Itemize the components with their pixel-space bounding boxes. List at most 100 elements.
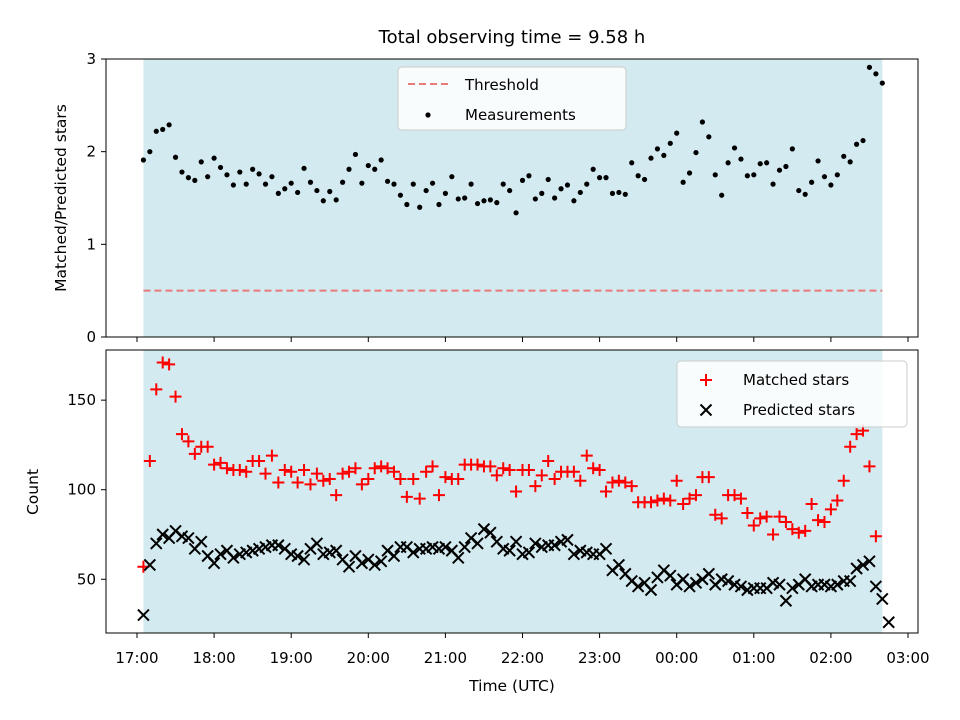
measurement-point bbox=[558, 186, 564, 192]
matched-point bbox=[259, 467, 272, 480]
measurement-point bbox=[256, 171, 262, 177]
matched-point bbox=[317, 474, 330, 487]
measurement-point bbox=[828, 182, 834, 188]
measurement-point bbox=[481, 198, 487, 204]
measurement-point bbox=[295, 189, 301, 196]
measurement-point bbox=[320, 198, 326, 204]
measurement-point bbox=[757, 161, 763, 167]
matched-point bbox=[349, 462, 362, 475]
predicted-point bbox=[522, 546, 536, 559]
matched-point bbox=[368, 462, 381, 475]
predicted-point bbox=[561, 533, 574, 547]
measurement-point bbox=[365, 162, 371, 169]
measurement-point bbox=[686, 170, 693, 176]
predicted-point bbox=[721, 574, 735, 588]
matched-point bbox=[709, 508, 722, 521]
legend-matched-label: Matched stars bbox=[743, 371, 849, 389]
matched-point bbox=[779, 515, 792, 528]
measurement-point bbox=[333, 197, 339, 203]
x-tick-label: 22:00 bbox=[501, 649, 544, 667]
matched-point bbox=[310, 467, 323, 480]
matched-point bbox=[773, 510, 786, 523]
predicted-point bbox=[843, 574, 857, 588]
matched-point bbox=[792, 526, 805, 539]
predicted-point bbox=[471, 537, 484, 550]
predicted-point bbox=[702, 567, 716, 581]
predicted-point bbox=[631, 580, 645, 593]
measurement-point bbox=[834, 172, 840, 178]
predicted-point bbox=[509, 535, 523, 548]
measurement-point bbox=[699, 119, 706, 125]
plot-frame bbox=[105, 349, 919, 634]
matched-point bbox=[452, 472, 465, 485]
matched-point bbox=[818, 515, 831, 528]
bottom-ylabel: Count bbox=[24, 469, 42, 515]
predicted-point bbox=[407, 546, 420, 559]
matched-point bbox=[426, 460, 439, 473]
measurement-point bbox=[667, 140, 673, 146]
measurement-point bbox=[783, 163, 789, 170]
predicted-point bbox=[227, 551, 240, 564]
bottom-panel: 50 100 150 17:00 18:00 19:00 20:00 21:00 22:00 23… bbox=[67, 349, 930, 667]
predicted-point bbox=[156, 528, 169, 541]
matched-point bbox=[535, 469, 548, 482]
measurement-point bbox=[584, 181, 590, 187]
measurement-point bbox=[860, 137, 866, 144]
matched-point bbox=[240, 465, 253, 478]
measurement-point bbox=[519, 177, 526, 183]
measurement-point bbox=[571, 198, 577, 204]
x-tick-label: 17:00 bbox=[115, 649, 158, 667]
measurement-point bbox=[372, 166, 378, 172]
measurement-point bbox=[622, 191, 628, 197]
measurement-point bbox=[166, 122, 172, 128]
measurement-point bbox=[275, 190, 281, 196]
predicted-point bbox=[689, 576, 703, 590]
matched-point bbox=[201, 440, 214, 453]
matched-point bbox=[143, 455, 156, 468]
measurement-point bbox=[198, 159, 204, 165]
measurement-point bbox=[442, 190, 448, 196]
matched-point bbox=[285, 465, 298, 478]
measurement-point bbox=[590, 166, 596, 172]
matched-point bbox=[600, 485, 613, 498]
matched-point bbox=[375, 460, 388, 473]
matched-point bbox=[657, 492, 670, 505]
measurement-point bbox=[609, 190, 616, 196]
measurement-point bbox=[764, 160, 770, 166]
matched-point bbox=[407, 472, 420, 485]
bottom-xlabel: Time (UTC) bbox=[468, 677, 555, 695]
matched-point bbox=[304, 478, 317, 491]
top-legend: Threshold Measurements bbox=[397, 66, 627, 131]
matched-point bbox=[497, 462, 510, 475]
predicted-point bbox=[355, 556, 369, 570]
x-tick-label: 19:00 bbox=[270, 649, 313, 667]
matched-point bbox=[394, 472, 407, 485]
predicted-point bbox=[143, 558, 157, 572]
predicted-point bbox=[567, 547, 581, 561]
predicted-point bbox=[599, 542, 613, 556]
measurement-point bbox=[397, 192, 404, 198]
matched-point bbox=[439, 471, 452, 484]
measurement-point bbox=[751, 172, 757, 178]
measurement-point bbox=[654, 146, 661, 152]
measurement-point bbox=[507, 187, 513, 194]
measurement-point bbox=[410, 181, 416, 187]
predicted-point bbox=[458, 540, 471, 554]
measurement-point bbox=[192, 177, 198, 183]
y-tick-label: 150 bbox=[67, 391, 96, 409]
measurement-point bbox=[847, 159, 853, 165]
matched-point bbox=[188, 447, 201, 460]
matched-point bbox=[664, 494, 677, 507]
matched-point bbox=[754, 512, 767, 525]
matched-point bbox=[850, 428, 863, 441]
matched-point bbox=[150, 383, 163, 396]
predicted-point bbox=[439, 540, 452, 554]
matched-point bbox=[824, 503, 837, 516]
matched-point bbox=[208, 458, 221, 471]
measurement-point bbox=[873, 71, 879, 77]
matched-point bbox=[799, 524, 812, 537]
measurement-point bbox=[532, 196, 538, 202]
matched-point bbox=[767, 528, 780, 541]
matched-point bbox=[651, 494, 664, 507]
matched-point bbox=[175, 428, 188, 441]
